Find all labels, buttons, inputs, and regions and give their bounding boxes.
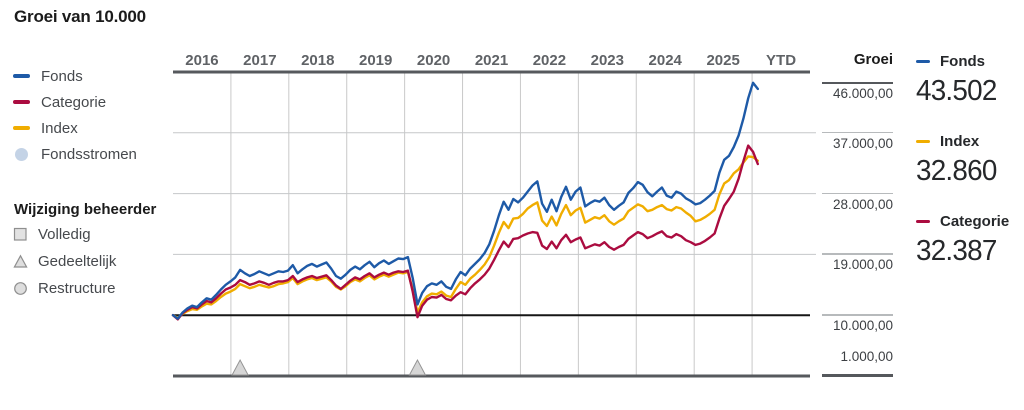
series-legend: Fonds Categorie Index Fondsstromen	[13, 63, 137, 167]
y-axis-label: 19.000,00	[832, 257, 893, 273]
summary-label: Fonds	[940, 53, 985, 70]
triangle-marker-icon	[13, 254, 28, 268]
page-title: Groei van 10.000	[14, 7, 146, 26]
series-line-fonds[interactable]	[171, 81, 759, 320]
y-axis-label: 37.000,00	[832, 135, 893, 151]
y-axis-tick-line	[822, 192, 893, 195]
legend-label: Index	[41, 119, 78, 137]
legend-item-gedeeltelijk[interactable]: Gedeeltelijk	[13, 248, 116, 275]
manager-change-marker-gedeeltelijk[interactable]	[231, 358, 249, 376]
series-line-index[interactable]	[171, 155, 759, 320]
manager-change-marker-gedeeltelijk[interactable]	[408, 358, 427, 376]
y-axis-header: Groei	[853, 51, 893, 68]
square-marker-icon	[13, 227, 27, 241]
summary-fonds: Fonds 43.502	[916, 53, 1022, 108]
y-axis-label: 46.000,00	[832, 86, 893, 101]
legend-label: Volledig	[38, 226, 91, 243]
x-axis-label: 2019	[359, 52, 392, 69]
manager-change-heading: Wijziging beheerder	[14, 201, 157, 218]
y-axis-header-underline	[822, 82, 893, 84]
x-axis-label: 2025	[706, 52, 739, 69]
summary-value-fonds: 43.502	[916, 75, 997, 107]
legend-item-restructure[interactable]: Restructure	[13, 275, 116, 302]
legend-item-categorie[interactable]: Categorie	[13, 89, 137, 115]
legend-label: Categorie	[41, 93, 107, 111]
y-axis-tick-line	[822, 253, 893, 255]
y-axis-tick-line	[822, 131, 893, 134]
summary-index: Index 32.860	[916, 133, 1022, 188]
summary-label: Categorie	[940, 213, 1010, 230]
x-axis-label: 2023	[591, 52, 624, 69]
fonds-line-swatch	[13, 74, 30, 78]
x-axis-label: 2022	[533, 52, 566, 69]
categorie-line-swatch	[13, 100, 30, 104]
y-axis-label: 10.000,00	[832, 318, 893, 334]
legend-label: Fondsstromen	[41, 145, 137, 163]
x-axis-label: 2017	[243, 52, 276, 69]
index-line-swatch	[13, 126, 30, 130]
index-line-swatch	[916, 139, 930, 144]
summary-value-index: 32.860	[916, 155, 997, 187]
y-axis-label: 28.000,00	[832, 196, 893, 212]
x-axis-label: 2024	[649, 52, 683, 69]
y-axis-bottom-line	[822, 374, 893, 377]
legend-label: Fonds	[41, 67, 83, 85]
x-axis-label: 2016	[185, 52, 218, 69]
x-axis-label: YTD	[766, 52, 796, 69]
series-line-categorie[interactable]	[171, 144, 759, 321]
y-axis-label: 1.000,00	[840, 349, 893, 364]
fonds-line-swatch	[916, 59, 930, 64]
summary-value-categorie: 32.387	[916, 235, 997, 267]
legend-item-index[interactable]: Index	[13, 115, 137, 141]
x-axis-label: 2018	[301, 52, 334, 69]
summary-label: Index	[940, 133, 980, 150]
legend-label: Restructure	[38, 280, 116, 297]
x-axis-label: 2021	[475, 52, 508, 69]
legend-label: Gedeeltelijk	[38, 253, 117, 270]
circle-marker-icon	[14, 282, 27, 295]
legend-item-fondsstromen[interactable]: Fondsstromen	[13, 141, 137, 167]
summary-categorie: Categorie 32.387	[916, 213, 1022, 268]
legend-item-fonds[interactable]: Fonds	[13, 63, 137, 89]
legend-item-volledig[interactable]: Volledig	[13, 221, 116, 248]
y-axis-tick-line	[822, 314, 893, 316]
categorie-line-swatch	[916, 219, 930, 224]
x-axis-label: 2020	[417, 52, 450, 69]
fondsstromen-circle-icon	[15, 147, 28, 161]
manager-change-legend: Volledig Gedeeltelijk Restructure	[13, 221, 116, 302]
